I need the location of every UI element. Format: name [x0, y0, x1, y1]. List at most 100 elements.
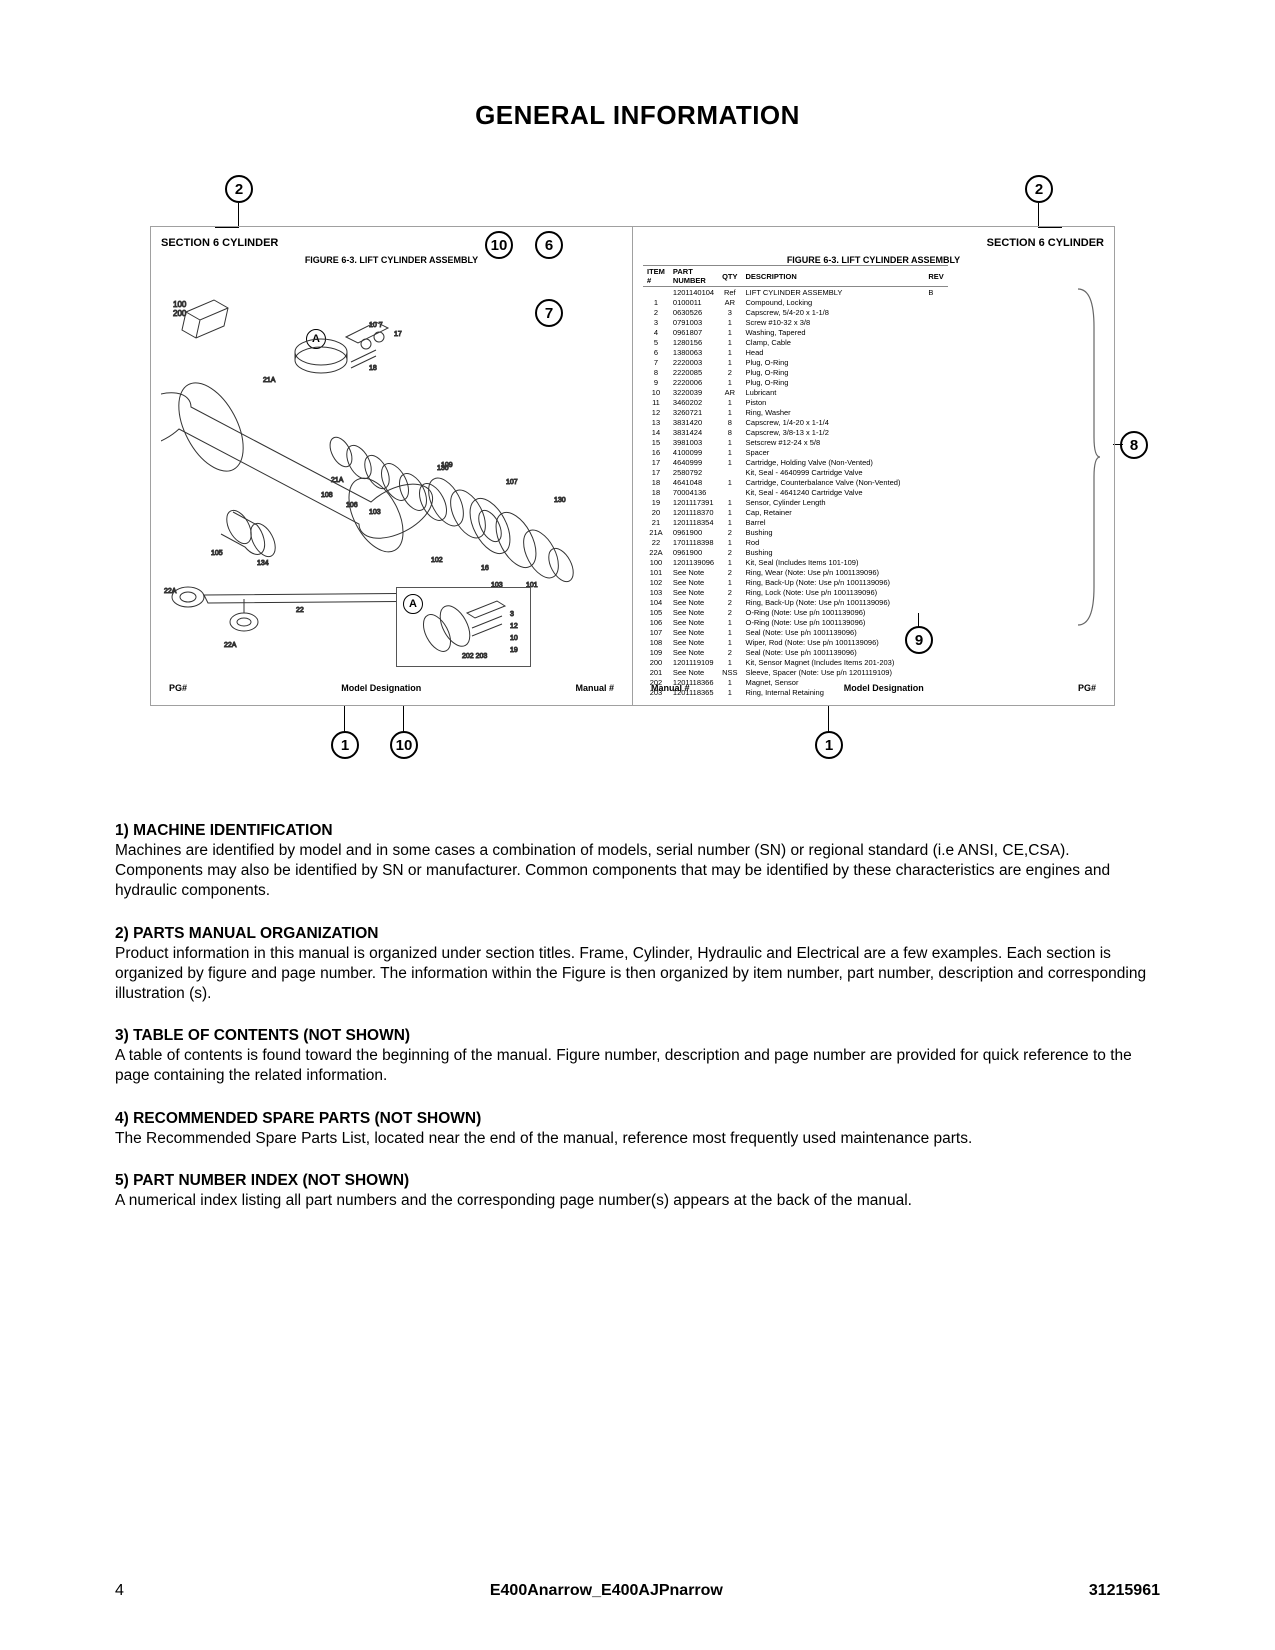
- table-row: 109See Note2Seal (Note: Use p/n 10011390…: [643, 647, 948, 657]
- svg-text:109: 109: [441, 462, 453, 469]
- section-header-right: SECTION 6 CYLINDER: [643, 237, 1104, 249]
- table-row: 1232607211Ring, Washer: [643, 407, 948, 417]
- svg-text:22A: 22A: [164, 588, 177, 595]
- table-row: 22A09619002Bushing: [643, 547, 948, 557]
- right-panel: SECTION 6 CYLINDER FIGURE 6-3. LIFT CYLI…: [632, 227, 1114, 705]
- table-row: 1870004136Kit, Seal - 4641240 Cartridge …: [643, 487, 948, 497]
- table-row: 1846410481Cartridge, Counterbalance Valv…: [643, 477, 948, 487]
- diagram-figure: 2 2 10 6 7 8 9 1 10 1 SECTION 6 CYLINDER…: [115, 181, 1160, 761]
- svg-text:134: 134: [257, 560, 269, 567]
- table-row: 105See Note2O-Ring (Note: Use p/n 100113…: [643, 607, 948, 617]
- table-row: 613800631Head: [643, 347, 948, 357]
- svg-text:130: 130: [554, 497, 566, 504]
- table-row: 1201140104RefLIFT CYLINDER ASSEMBLYB: [643, 287, 948, 298]
- svg-text:17: 17: [394, 331, 402, 338]
- callout-1-left: 1: [331, 731, 359, 759]
- sec5-head: 5) PART NUMBER INDEX (NOT SHOWN): [115, 1171, 1160, 1191]
- table-row: 1438314248Capscrew, 3/8-13 x 1-1/2: [643, 427, 948, 437]
- footer-model-right: Model Designation: [844, 683, 924, 693]
- callout-10-bottom: 10: [390, 731, 418, 759]
- svg-text:19: 19: [510, 647, 518, 654]
- svg-text:18: 18: [369, 365, 377, 372]
- svg-text:102: 102: [431, 557, 443, 564]
- page-number: 4: [115, 1582, 124, 1600]
- sec2-head: 2) PARTS MANUAL ORGANIZATION: [115, 924, 1160, 944]
- footer-docnum: 31215961: [1089, 1582, 1160, 1600]
- panel-footer-right: Manual # Model Designation PG#: [651, 683, 1096, 693]
- svg-text:16: 16: [481, 565, 489, 572]
- table-row: 1912011173911Sensor, Cylinder Length: [643, 497, 948, 507]
- page-title: GENERAL INFORMATION: [115, 100, 1160, 131]
- sec4-head: 4) RECOMMENDED SPARE PARTS (NOT SHOWN): [115, 1109, 1160, 1129]
- table-row: 108See Note1Wiper, Rod (Note: Use p/n 10…: [643, 637, 948, 647]
- svg-text:200: 200: [173, 309, 187, 318]
- svg-text:106: 106: [346, 502, 358, 509]
- left-panel: SECTION 6 CYLINDER FIGURE 6-3. LIFT CYLI…: [151, 227, 632, 705]
- footer-manual-left: Manual #: [575, 683, 614, 693]
- brace-icon: [1074, 287, 1102, 627]
- table-row: 103See Note2Ring, Lock (Note: Use p/n 10…: [643, 587, 948, 597]
- table-row: 172580792Kit, Seal - 4640999 Cartridge V…: [643, 467, 948, 477]
- detail-a-inset: A 202 203 3 12 10 19: [396, 587, 531, 667]
- table-row: 103220039ARLubricant: [643, 387, 948, 397]
- table-row: 922200061Plug, O-Ring: [643, 377, 948, 387]
- section-header-left: SECTION 6 CYLINDER: [161, 237, 622, 249]
- sec4-body: The Recommended Spare Parts List, locate…: [115, 1129, 1160, 1149]
- svg-text:105: 105: [211, 550, 223, 557]
- table-row: 107See Note1Seal (Note: Use p/n 10011390…: [643, 627, 948, 637]
- footer-model-left: Model Designation: [341, 683, 421, 693]
- table-row: 104See Note2Ring, Back-Up (Note: Use p/n…: [643, 597, 948, 607]
- footer-pg-left: PG#: [169, 683, 187, 693]
- footer-pg-right: PG#: [1078, 683, 1096, 693]
- table-row: 822200852Plug, O-Ring: [643, 367, 948, 377]
- svg-text:12: 12: [510, 623, 518, 630]
- svg-text:21A: 21A: [331, 477, 344, 484]
- page-footer: 4 E400Anarrow_E400AJPnarrow 31215961: [115, 1582, 1160, 1600]
- table-row: 512801561Clamp, Cable: [643, 337, 948, 347]
- table-row: 106See Note1O-Ring (Note: Use p/n 100113…: [643, 617, 948, 627]
- svg-text:100: 100: [173, 300, 187, 309]
- table-row: 2112011183541Barrel: [643, 517, 948, 527]
- svg-text:10 7: 10 7: [369, 322, 383, 329]
- table-row: 1746409991Cartridge, Holding Valve (Non-…: [643, 457, 948, 467]
- body-text: 1) MACHINE IDENTIFICATION Machines are i…: [115, 821, 1160, 1211]
- svg-text:103: 103: [369, 509, 381, 516]
- table-row: 1641000991Spacer: [643, 447, 948, 457]
- figure-title-left: FIGURE 6-3. LIFT CYLINDER ASSEMBLY: [161, 255, 622, 265]
- col-desc: DESCRIPTION: [742, 266, 925, 287]
- svg-text:22: 22: [296, 607, 304, 614]
- callout-2-right: 2: [1025, 175, 1053, 203]
- table-row: 10012011390961Kit, Seal (Includes Items …: [643, 557, 948, 567]
- col-qty: QTY: [718, 266, 741, 287]
- table-row: 20012011191091Kit, Sensor Magnet (Includ…: [643, 657, 948, 667]
- sec1-head: 1) MACHINE IDENTIFICATION: [115, 821, 1160, 841]
- callout-8: 8: [1120, 431, 1148, 459]
- svg-text:202 203: 202 203: [462, 653, 487, 660]
- callout-2-left: 2: [225, 175, 253, 203]
- sec3-body: A table of contents is found toward the …: [115, 1046, 1160, 1086]
- table-row: 722200031Plug, O-Ring: [643, 357, 948, 367]
- svg-text:3: 3: [510, 611, 514, 618]
- footer-manual-right: Manual #: [651, 683, 690, 693]
- table-row: 1539810031Setscrew #12-24 x 5/8: [643, 437, 948, 447]
- a-label-inset: A: [403, 594, 423, 614]
- table-row: 2217011183981Rod: [643, 537, 948, 547]
- table-row: 409618071Washing, Tapered: [643, 327, 948, 337]
- svg-text:10: 10: [510, 635, 518, 642]
- col-rev: REV: [924, 266, 947, 287]
- svg-text:22A: 22A: [224, 642, 237, 649]
- svg-text:21A: 21A: [263, 377, 276, 384]
- panel-footer-left: PG# Model Designation Manual #: [169, 683, 614, 693]
- col-partnum: PART NUMBER: [669, 266, 718, 287]
- table-row: 307910031Screw #10-32 x 3/8: [643, 317, 948, 327]
- svg-text:107: 107: [506, 479, 518, 486]
- table-row: 201See NoteNSSSleeve, Spacer (Note: Use …: [643, 667, 948, 677]
- table-row: 10100011ARCompound, Locking: [643, 297, 948, 307]
- callout-1-right: 1: [815, 731, 843, 759]
- table-row: 206305263Capscrew, 5/4-20 x 1-1/8: [643, 307, 948, 317]
- table-row: 1134602021Piston: [643, 397, 948, 407]
- sec5-body: A numerical index listing all part numbe…: [115, 1191, 1160, 1211]
- table-row: 1338314208Capscrew, 1/4-20 x 1-1/4: [643, 417, 948, 427]
- sec3-head: 3) TABLE OF CONTENTS (NOT SHOWN): [115, 1026, 1160, 1046]
- sec2-body: Product information in this manual is or…: [115, 944, 1160, 1004]
